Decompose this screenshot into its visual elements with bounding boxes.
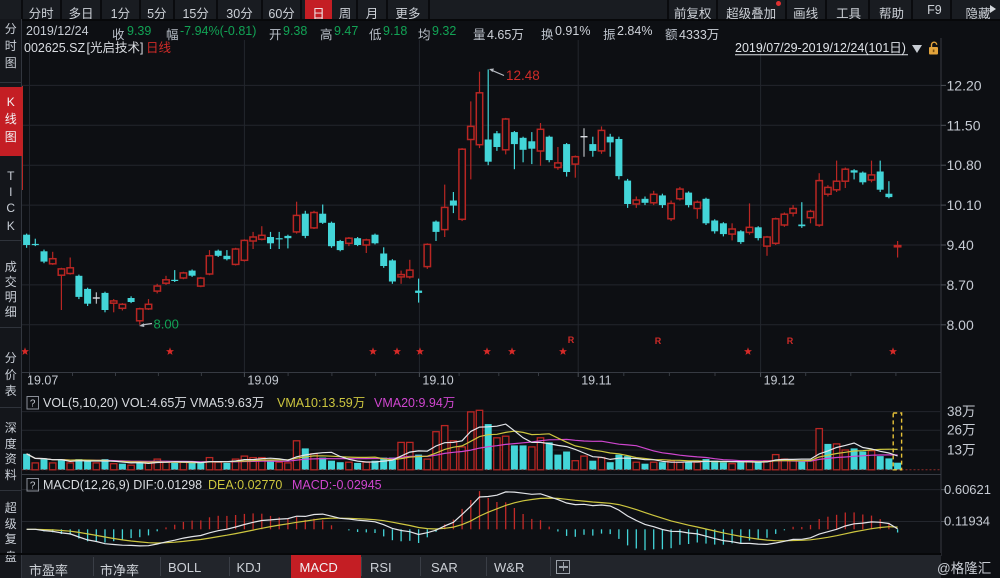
svg-text:?: ?	[30, 481, 36, 492]
svg-text:8.70: 8.70	[947, 277, 974, 293]
svg-text:[光启技术]: [光启技术]	[87, 41, 144, 55]
svg-text:19.10: 19.10	[422, 374, 453, 388]
svg-text:13万: 13万	[947, 443, 976, 458]
svg-text:0.60621: 0.60621	[944, 482, 991, 497]
svg-text:19.09: 19.09	[247, 374, 278, 388]
svg-text:R: R	[655, 336, 662, 346]
svg-text:MACD(12,26,9) DIF:0.01298: MACD(12,26,9) DIF:0.01298	[43, 478, 202, 492]
svg-text:26万: 26万	[947, 423, 976, 438]
svg-text:19.11: 19.11	[581, 374, 611, 388]
svg-text:VMA20:9.94万: VMA20:9.94万	[374, 396, 455, 410]
svg-text:12.20: 12.20	[947, 77, 982, 93]
svg-text:0.11934: 0.11934	[944, 514, 990, 529]
svg-text:DEA:0.02770: DEA:0.02770	[208, 478, 282, 492]
svg-text:2019/07/29-2019/12/24(101日): 2019/07/29-2019/12/24(101日)	[735, 41, 906, 55]
svg-text:38万: 38万	[947, 404, 976, 419]
svg-text:MACD:-0.02945: MACD:-0.02945	[292, 478, 382, 492]
svg-text:8.00: 8.00	[947, 317, 974, 333]
svg-text:002625.SZ: 002625.SZ	[24, 41, 86, 55]
svg-text:9.40: 9.40	[947, 237, 974, 253]
svg-text:10.10: 10.10	[947, 197, 982, 213]
svg-text:12.48: 12.48	[506, 68, 540, 83]
svg-text:19.12: 19.12	[764, 374, 795, 388]
svg-text:11.50: 11.50	[947, 117, 981, 133]
svg-text:R: R	[568, 335, 575, 345]
svg-text:19.07: 19.07	[27, 374, 58, 388]
svg-text:VMA10:13.59万: VMA10:13.59万	[277, 396, 365, 410]
svg-text:?: ?	[30, 399, 36, 410]
svg-text:VMA5:9.63万: VMA5:9.63万	[190, 396, 264, 410]
svg-text:10.80: 10.80	[947, 157, 982, 173]
svg-text:日线: 日线	[146, 41, 172, 55]
svg-text:R: R	[787, 336, 794, 346]
svg-text:VOL(5,10,20) VOL:4.65万: VOL(5,10,20) VOL:4.65万	[43, 396, 187, 410]
svg-text:8.00: 8.00	[154, 317, 179, 332]
